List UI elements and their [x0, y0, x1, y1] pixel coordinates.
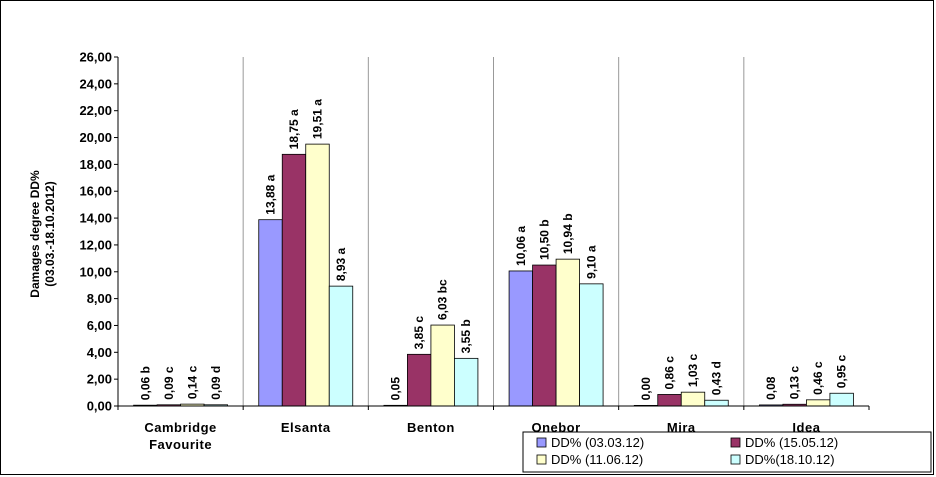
y-tick-label: 22,00	[79, 103, 112, 118]
data-label: 0,00	[639, 377, 653, 401]
data-label: 0,13 c	[788, 366, 802, 400]
bar	[555, 258, 580, 407]
bar	[258, 219, 283, 407]
y-tick-label: 6,00	[87, 318, 112, 333]
y-axis-ticks: 0,00 2,00 4,00 6,00 8,00 10,00 12,00 14,00 16,00…	[79, 50, 118, 414]
y-tick-label: 12,00	[79, 237, 112, 252]
y-tick-label: 2,00	[87, 372, 112, 387]
data-label: 13,88 a	[264, 174, 278, 214]
legend-label: DD% (11.06.12)	[551, 452, 643, 467]
data-label: 0,46 c	[811, 361, 825, 395]
data-label: 1,03 c	[686, 353, 700, 387]
category-separators	[242, 57, 745, 406]
y-axis-label-line-1: Damages degree DD%	[28, 170, 42, 298]
x-tick-label: Cambridge	[144, 420, 216, 435]
data-label: 0,14 c	[185, 365, 199, 399]
legend-label: DD%(18.10.12)	[745, 452, 835, 467]
data-label: 10,50 b	[537, 219, 551, 260]
bar	[657, 394, 682, 407]
x-axis-ticks: Cambridge Favourite Elsanta Benton Onebor Mir…	[144, 420, 820, 452]
bar	[508, 270, 533, 407]
data-label: 0,09 c	[162, 366, 176, 400]
x-tick-label: Onebor	[531, 420, 580, 435]
legend-box	[522, 431, 932, 473]
legend-label: DD% (03.03.12)	[551, 435, 644, 450]
bar	[407, 353, 432, 407]
axes	[117, 57, 870, 410]
bar	[680, 391, 706, 407]
legend-label: DD% (15.05.12)	[745, 435, 838, 450]
y-tick-label: 20,00	[79, 130, 112, 145]
y-tick-label: 16,00	[79, 184, 112, 199]
y-tick-label: 0,00	[87, 399, 112, 414]
legend: DD% (03.03.12) DD% (15.05.12) DD% (11.06.1…	[522, 431, 932, 473]
bars	[133, 143, 854, 407]
bar	[281, 153, 307, 407]
y-tick-label: 26,00	[79, 50, 112, 65]
y-axis-label-line-2: (03.03.-18.10.2012)	[43, 181, 57, 286]
bar	[454, 357, 479, 407]
data-label: 3,55 b	[459, 319, 473, 353]
data-label: 0,09 d	[209, 366, 223, 400]
data-label: 0,05	[389, 377, 403, 401]
data-label: 9,10 a	[584, 245, 598, 279]
bar	[328, 285, 354, 407]
y-tick-label: 18,00	[79, 157, 112, 172]
data-label: 3,85 c	[412, 316, 426, 350]
y-tick-label: 10,00	[79, 264, 112, 279]
y-tick-label: 4,00	[87, 345, 112, 360]
x-tick-label: Idea	[792, 420, 820, 435]
bar	[806, 399, 831, 407]
data-label: 6,03 bc	[436, 279, 450, 320]
y-tick-label: 24,00	[79, 76, 112, 91]
legend-swatch	[730, 437, 741, 448]
y-tick-label: 8,00	[87, 291, 112, 306]
y-tick-label: 14,00	[79, 211, 112, 226]
bar	[829, 392, 854, 407]
bar	[305, 143, 330, 407]
data-label: 0,86 c	[663, 356, 677, 390]
data-label: 0,95 c	[835, 355, 849, 389]
bar	[579, 283, 604, 407]
legend-swatch	[536, 437, 547, 448]
data-label: 10,06 a	[514, 226, 528, 266]
data-label: 10,94 b	[561, 213, 575, 254]
x-tick-label: Favourite	[149, 437, 212, 452]
data-labels: 0,06 b 0,09 c 0,14 c 0,09 d 13,88 a 18,75 a 19…	[138, 99, 848, 401]
data-label: 8,93 a	[334, 247, 348, 281]
data-label: 0,43 d	[710, 361, 724, 395]
bar	[704, 399, 729, 407]
legend-swatch	[730, 454, 741, 465]
bar	[532, 264, 557, 407]
x-tick-label: Elsanta	[281, 420, 331, 435]
data-label: 0,06 b	[138, 366, 152, 400]
data-label: 0,08	[764, 376, 778, 400]
data-label: 19,51 a	[311, 99, 325, 139]
bar	[430, 324, 455, 407]
x-tick-label: Benton	[407, 420, 455, 435]
legend-swatch	[536, 454, 547, 465]
data-label: 18,75 a	[287, 109, 301, 149]
x-tick-label: Mira	[667, 420, 696, 435]
